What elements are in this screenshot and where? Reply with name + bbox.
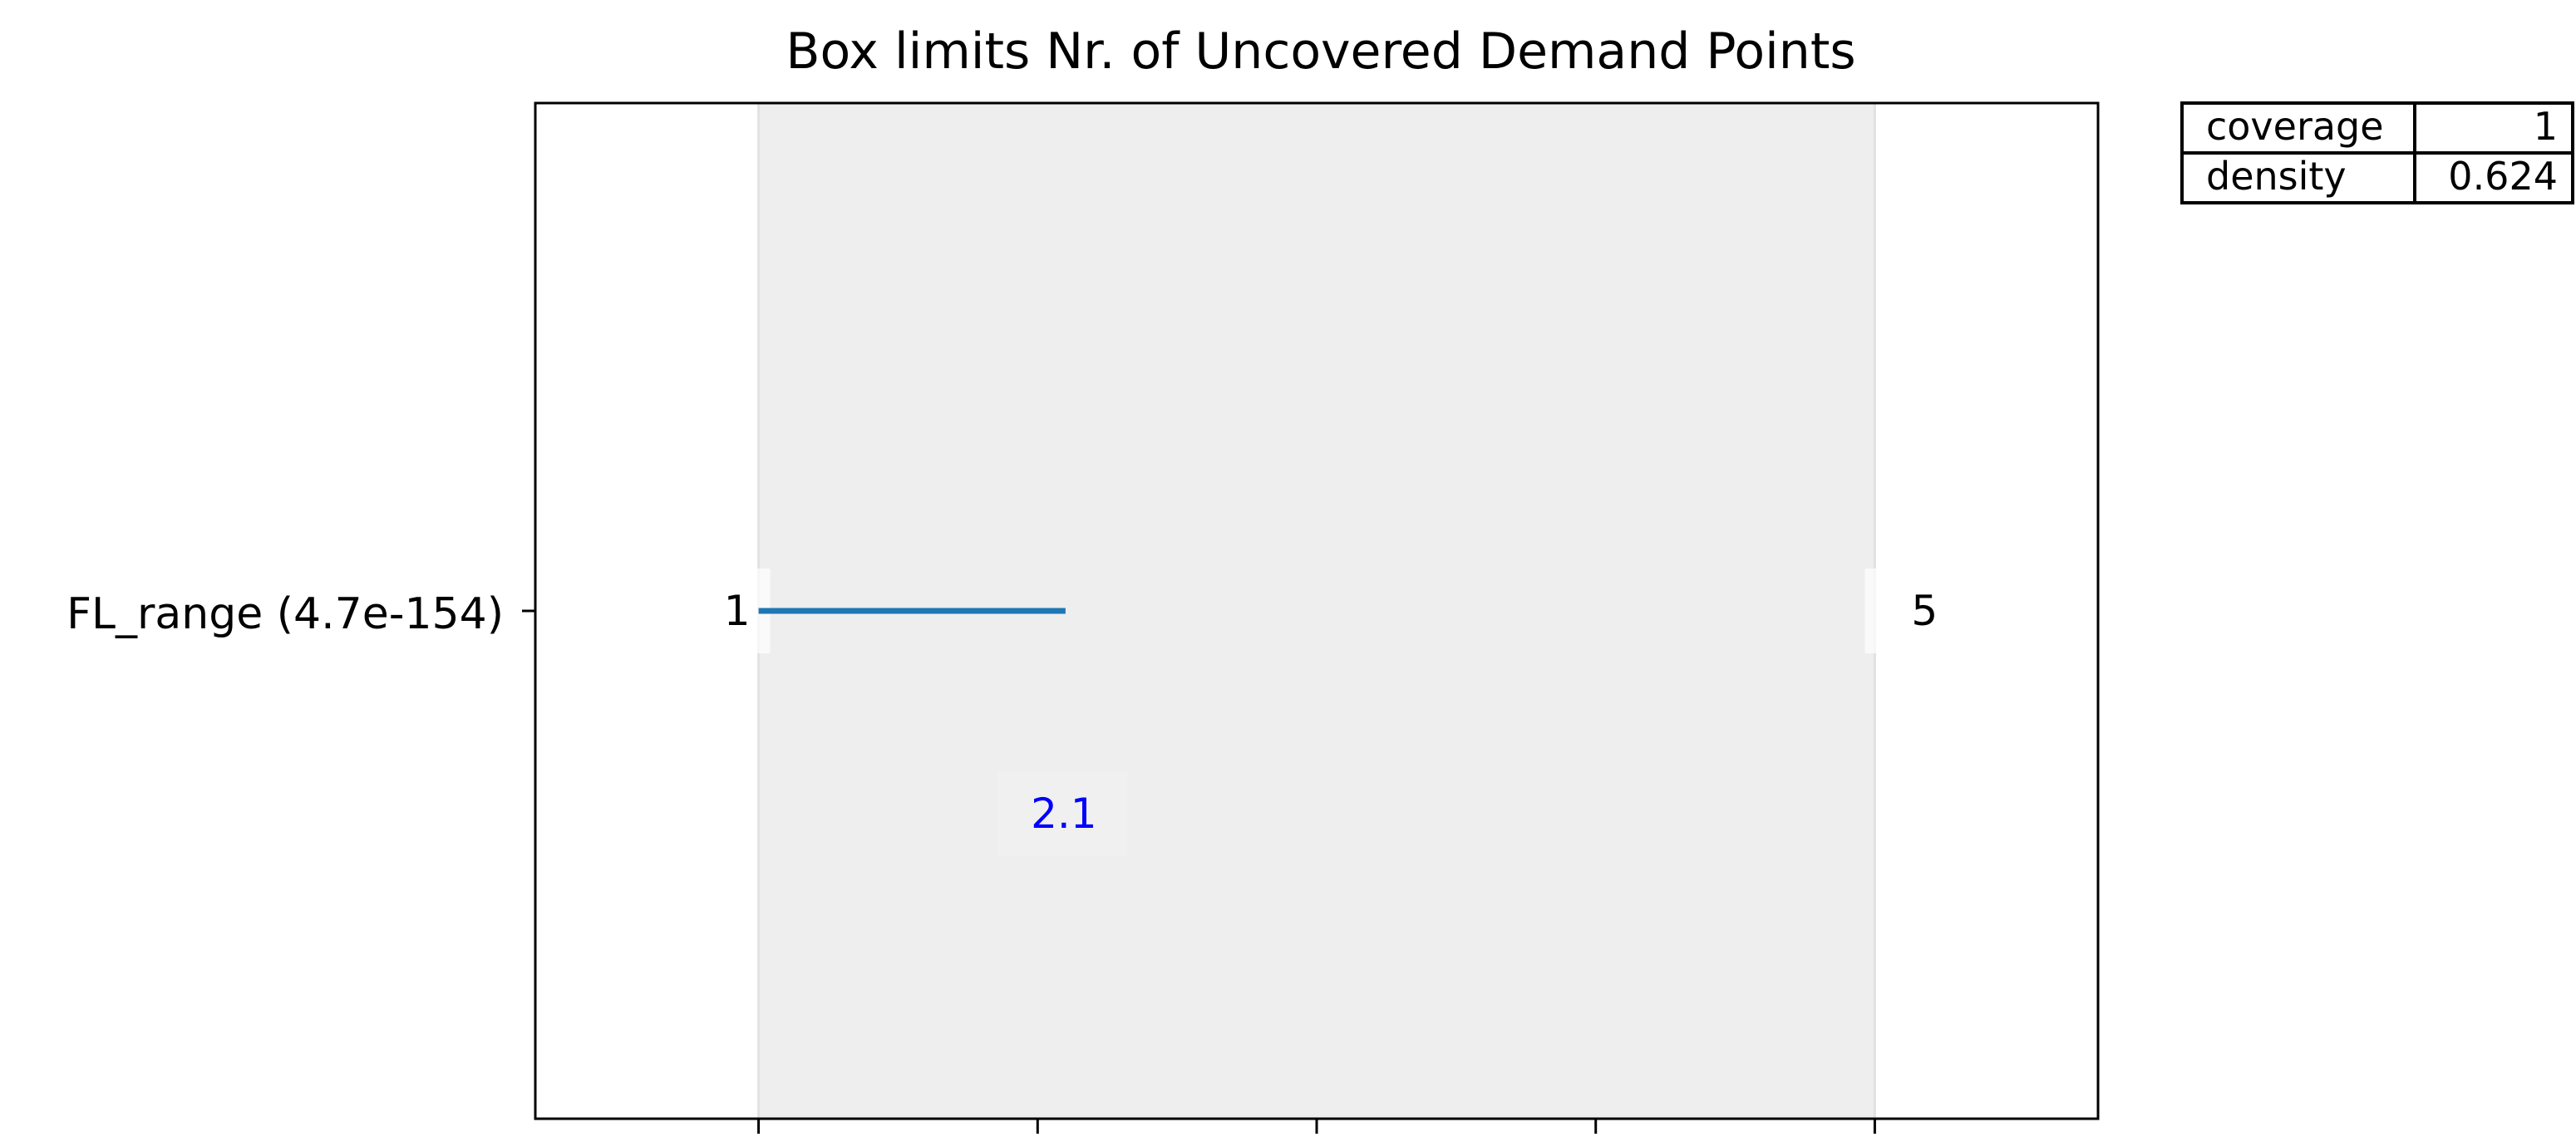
- stats-table: coverage 1 density 0.624: [2180, 101, 2574, 204]
- value-label: 2.1: [1031, 790, 1097, 838]
- chart-title: Box limits Nr. of Uncovered Demand Point…: [786, 22, 1855, 81]
- stats-coverage-label: coverage: [2206, 104, 2384, 149]
- upper-limit-label-bg: [1864, 569, 1923, 653]
- stats-coverage-value: 1: [2534, 104, 2558, 149]
- stats-density-label: density: [2206, 154, 2347, 199]
- upper-limit-label: 5: [1911, 587, 1938, 635]
- stats-density-value: 0.624: [2448, 154, 2558, 199]
- row-label: FL_range (4.7e-154): [66, 589, 504, 639]
- lower-limit-label: 1: [724, 587, 751, 635]
- x-axis-ticks: [757, 1119, 1876, 1134]
- value-label-bg: [997, 771, 1127, 856]
